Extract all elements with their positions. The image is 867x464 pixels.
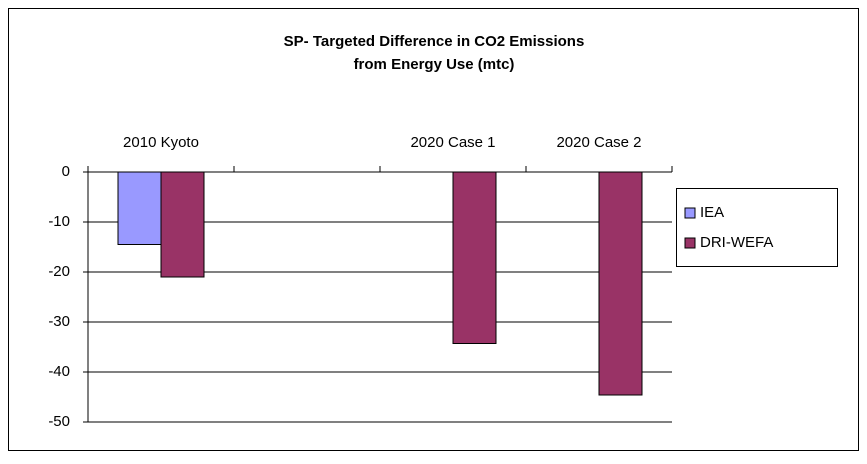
bar — [117, 171, 162, 245]
legend-swatch — [684, 237, 696, 249]
chart-subtitle: from Energy Use (mtc) — [354, 56, 515, 73]
x-tick-label: 2010 Kyoto — [123, 134, 199, 151]
legend-label: IEA — [700, 204, 724, 221]
y-tick-label: -50 — [48, 413, 70, 430]
y-tick-label: -40 — [48, 363, 70, 380]
y-tick-label: 0 — [62, 163, 70, 180]
x-tick-label: 2020 Case 2 — [556, 134, 641, 151]
y-tick-label: -20 — [48, 263, 70, 280]
y-tick-label: -10 — [48, 213, 70, 230]
legend-label: DRI-WEFA — [700, 234, 773, 251]
y-tick-label: -30 — [48, 313, 70, 330]
chart-title: SP- Targeted Difference in CO2 Emissions — [284, 33, 585, 50]
bar — [160, 171, 205, 278]
legend-box — [676, 188, 838, 267]
legend-swatch — [684, 207, 696, 219]
x-tick-label: 2020 Case 1 — [410, 134, 495, 151]
bar — [598, 171, 643, 396]
bar — [452, 171, 497, 344]
